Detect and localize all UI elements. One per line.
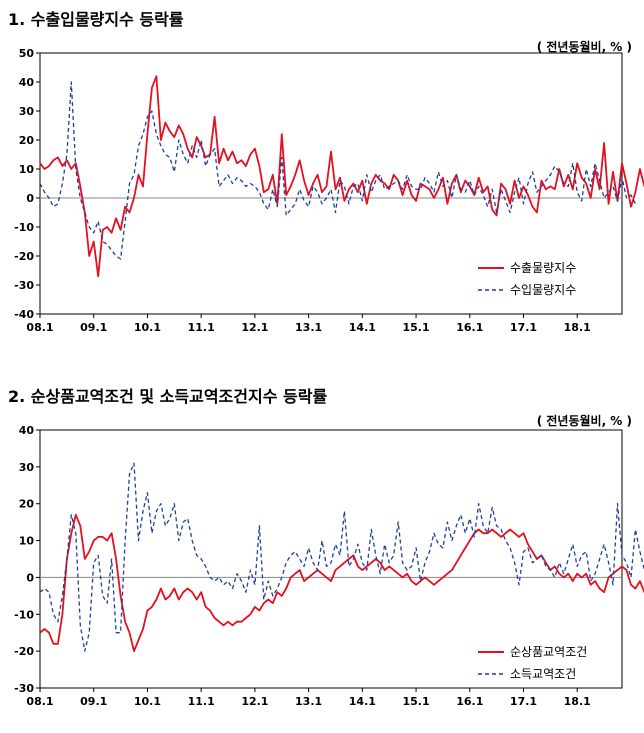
- chart1-ytick-label: 20: [19, 134, 35, 147]
- chart2-xtick-label: 18.1: [564, 695, 591, 708]
- chart1-ytick-label: -20: [14, 250, 34, 263]
- chart1-xtick-label: 18.1: [564, 321, 591, 334]
- chart2-xtick-label: 08.1: [26, 695, 53, 708]
- chart1-ytick-label: 0: [26, 192, 34, 205]
- chart2-series-line-2: [39, 462, 644, 652]
- chart2-xtick-label: 09.1: [80, 695, 107, 708]
- chart1-xtick-label: 16.1: [456, 321, 483, 334]
- chart1-legend-label-1: 수출물량지수: [510, 261, 576, 275]
- chart2-ytick-label: 20: [19, 498, 35, 511]
- chart1-xtick-label: 08.1: [26, 321, 53, 334]
- chart1-plot: -40 -30 -20 -10 0 10 20 30 40 50 08.1 09.1 10.1 11.1 1…: [14, 47, 644, 334]
- chart1-xtick-label: 14.1: [349, 321, 376, 334]
- chart2-unit-label: ( 전년동월비, % ): [536, 414, 632, 428]
- chart2-xtick-label: 16.1: [456, 695, 483, 708]
- chart2-frame: [39, 429, 623, 689]
- chart1-xtick-label: 13.1: [295, 321, 322, 334]
- chart1-xtick-label: 10.1: [134, 321, 161, 334]
- chart1-ytick-label: 30: [19, 105, 35, 118]
- chart2-ytick-label: -20: [14, 645, 34, 658]
- chart1-ytick-label: -40: [14, 308, 34, 321]
- chart2-ytick-label: 40: [19, 424, 35, 437]
- chart1-xtick-label: 12.1: [241, 321, 268, 334]
- chart1-ytick-label: 50: [19, 47, 35, 60]
- chart2-ytick-label: 30: [19, 461, 35, 474]
- chart2-legend-label-2: 소득교역조건: [510, 667, 576, 681]
- chart1-ytick-label: -10: [14, 221, 34, 234]
- chart1-series-line-1: [39, 75, 644, 278]
- chart2-xtick-label: 13.1: [295, 695, 322, 708]
- chart2-title: 2. 순상품교역조건 및 소득교역조건지수 등락률: [8, 387, 328, 406]
- chart2-series-line-1: [39, 513, 644, 652]
- chart1-xtick-label: 17.1: [510, 321, 537, 334]
- chart1-ytick-label: -30: [14, 279, 34, 292]
- chart2-ytick-label: -10: [14, 608, 34, 621]
- chart1-title: 1. 수출입물량지수 등락률: [8, 10, 184, 29]
- chart2-xtick-label: 14.1: [349, 695, 376, 708]
- chart2-legend-label-1: 순상품교역조건: [510, 645, 587, 659]
- chart2-xtick-label: 10.1: [134, 695, 161, 708]
- chart1-xtick-label: 09.1: [80, 321, 107, 334]
- chart1-xtick-label: 15.1: [402, 321, 429, 334]
- chart2-xtick-label: 11.1: [188, 695, 215, 708]
- chart1-xtick-label: 11.1: [188, 321, 215, 334]
- chart2-ytick-label: 10: [19, 535, 35, 548]
- chart1-series-line-2: [39, 81, 636, 260]
- chart2-xtick-label: 12.1: [241, 695, 268, 708]
- chart1-unit-label: ( 전년동월비, % ): [536, 40, 632, 54]
- chart2-xtick-label: 15.1: [402, 695, 429, 708]
- chart1-ytick-label: 10: [19, 163, 35, 176]
- chart2-ytick-label: 0: [26, 571, 34, 584]
- chart1-ytick-label: 40: [19, 76, 35, 89]
- chart2-ytick-label: -30: [14, 682, 34, 695]
- chart1-legend-label-2: 수입물량지수: [510, 283, 576, 297]
- chart2-xtick-label: 17.1: [510, 695, 537, 708]
